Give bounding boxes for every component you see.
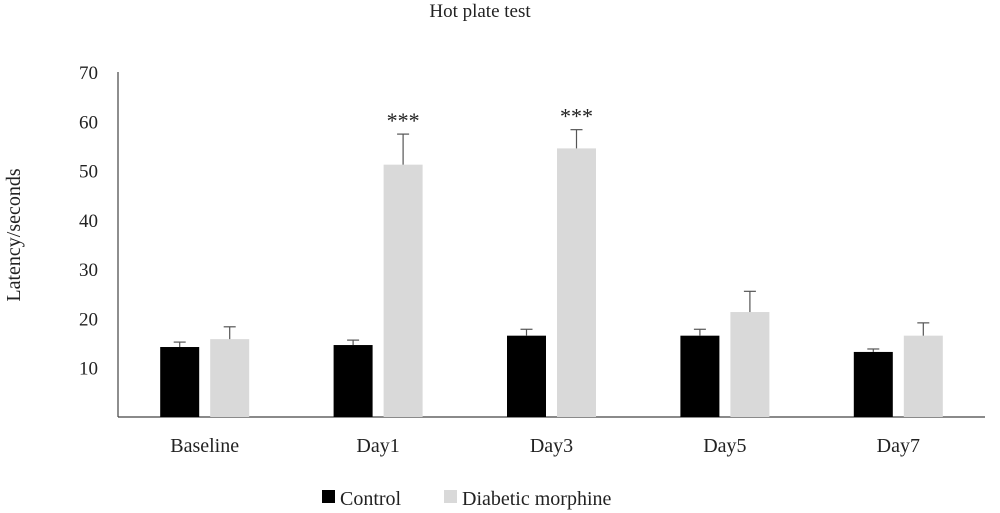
bar-control-baseline — [160, 347, 200, 417]
y-tick-label: 10 — [79, 359, 98, 380]
bar-diabetic-morphine-day1 — [383, 164, 423, 417]
bars-layer — [160, 129, 943, 417]
bar-diabetic-morphine-day5 — [730, 312, 770, 417]
annotations-layer: *** *** — [387, 104, 593, 133]
bar-control-day7 — [853, 351, 893, 417]
chart-title: Hot plate test — [429, 1, 531, 22]
y-axis-label: Latency/seconds — [3, 168, 25, 301]
legend-label-control: Control — [340, 488, 402, 510]
x-tick-label-day5: Day5 — [703, 435, 746, 457]
legend-swatch-control — [322, 490, 335, 503]
significance-label-day3: *** — [560, 104, 593, 129]
x-axis-ticks: Baseline Day1 Day3 Day5 Day7 — [170, 435, 920, 457]
y-tick-label: 40 — [79, 211, 98, 232]
legend-label-diabetic-morphine: Diabetic morphine — [462, 488, 612, 510]
legend-swatch-diabetic-morphine — [444, 490, 457, 503]
y-tick-label: 60 — [79, 112, 98, 133]
legend: Control Diabetic morphine — [322, 488, 612, 510]
x-tick-label-baseline: Baseline — [170, 435, 239, 457]
bar-diabetic-morphine-baseline — [210, 339, 250, 417]
y-tick-label: 20 — [79, 309, 98, 330]
bar-control-day3 — [507, 335, 546, 417]
bar-diabetic-morphine-day3 — [557, 148, 596, 417]
x-tick-label-day1: Day1 — [356, 435, 399, 457]
y-axis-ticks: 10 20 30 40 50 60 70 — [79, 63, 98, 380]
y-tick-label: 30 — [79, 260, 98, 281]
x-tick-label-day3: Day3 — [530, 435, 573, 457]
bar-control-day5 — [680, 335, 720, 417]
x-tick-label-day7: Day7 — [877, 435, 920, 457]
y-tick-label: 50 — [79, 162, 98, 183]
bar-diabetic-morphine-day7 — [903, 335, 943, 417]
y-tick-label: 70 — [79, 63, 98, 84]
bar-control-day1 — [333, 345, 373, 417]
significance-label-day1: *** — [387, 108, 420, 133]
